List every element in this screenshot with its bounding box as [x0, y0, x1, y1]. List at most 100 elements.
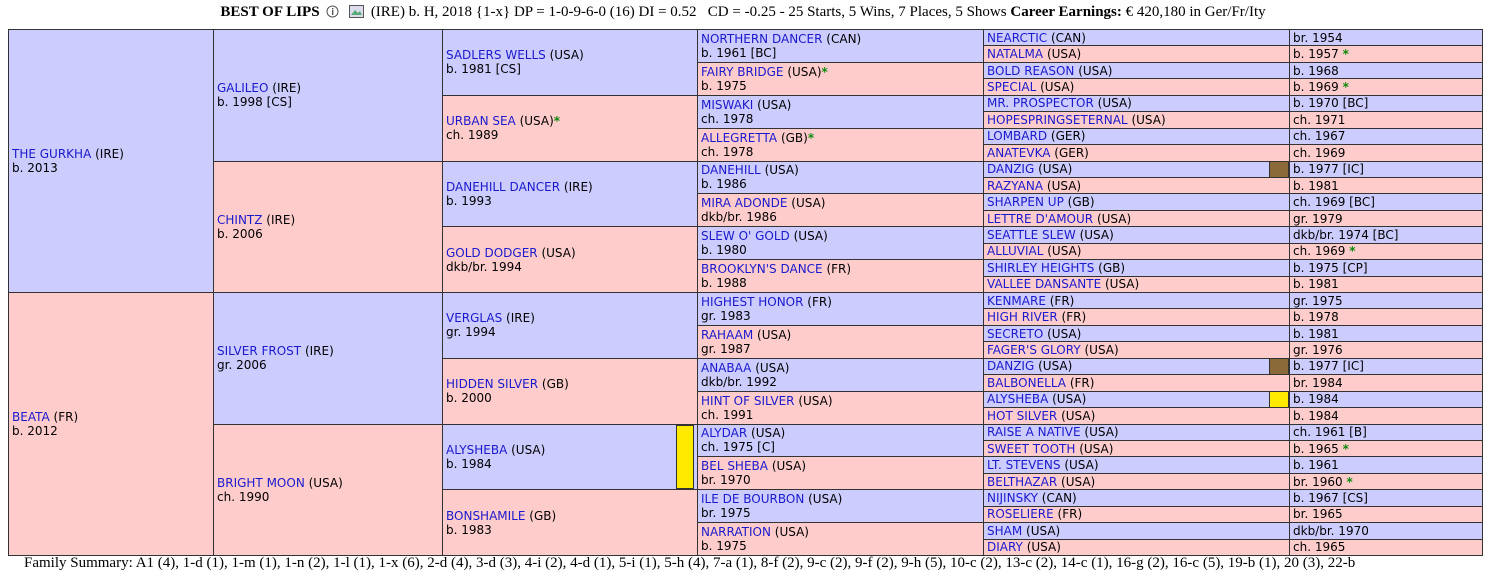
horse-name[interactable]: CHINTZ [217, 212, 263, 227]
horse-name[interactable]: SHARPEN UP [987, 195, 1064, 210]
horse-cell: RAHAAM (USA) gr. 1987 [697, 324, 984, 359]
horse-name[interactable]: BEATA [12, 410, 50, 424]
name-line: SWEET TOOTH (USA) [987, 442, 1289, 456]
horse-name[interactable]: LOMBARD [987, 129, 1048, 144]
horse-name[interactable]: LT. STEVENS [987, 458, 1061, 473]
born: b. 1969 [1293, 80, 1339, 95]
horse-name[interactable]: DANEHILL [701, 163, 761, 178]
name-line: ALLEGRETTA (GB)* [701, 131, 983, 145]
born-cell: b. 1961 [1289, 456, 1483, 474]
horse-name[interactable]: SECRETO [987, 326, 1044, 341]
horse-name[interactable]: VALLEE DANSANTE [987, 277, 1102, 292]
horse-name[interactable]: URBAN SEA [446, 114, 516, 129]
horse-name[interactable]: GALILEO [217, 81, 269, 96]
country: (USA) [1104, 277, 1140, 292]
born-cell: ch. 1965 [1289, 538, 1483, 556]
horse-name[interactable]: ALYSHEBA [987, 392, 1049, 407]
horse-name[interactable]: DIARY [987, 540, 1023, 555]
horse-name[interactable]: NIJINSKY [987, 490, 1038, 505]
horse-name[interactable]: BROOKLYN'S DANCE [701, 262, 823, 277]
country: (GB) [780, 130, 808, 145]
horse-name[interactable]: BELTHAZAR [987, 474, 1058, 489]
country: (IRE) [266, 212, 296, 227]
horse-name[interactable]: HIGH RIVER [987, 310, 1058, 325]
horse-name[interactable]: GOLD DODGER [446, 245, 538, 260]
born-line: ch. 1971 [1293, 113, 1482, 127]
country: (GB) [1098, 260, 1126, 275]
horse-name[interactable]: SHIRLEY HEIGHTS [987, 260, 1095, 275]
horse-name[interactable]: THE GURKHA [12, 147, 92, 161]
horse-name[interactable]: SILVER FROST [217, 344, 302, 359]
horse-name[interactable]: HOPESPRINGSETERNAL [987, 112, 1128, 127]
born-line: b. 1975 [701, 539, 983, 553]
horse-name[interactable]: DANZIG [987, 359, 1035, 374]
horse-name[interactable]: HOT SILVER [987, 408, 1058, 423]
info-icon[interactable] [326, 5, 339, 18]
born: b. 1967 [CS] [1293, 490, 1368, 505]
horse-name[interactable]: BONSHAMILE [446, 508, 526, 523]
horse-cell: ALYSHEBA (USA) b. 1984 [442, 423, 698, 491]
horse-name[interactable]: SADLERS WELLS [446, 48, 546, 63]
horse-name[interactable]: ANATEVKA [987, 145, 1051, 160]
horse-cell: DANZIG (USA) [983, 357, 1290, 376]
country: (USA) [1026, 540, 1061, 555]
horse-name[interactable]: BALBONELLA [987, 375, 1067, 390]
horse-name[interactable]: RAZYANA [987, 178, 1044, 193]
horse-name[interactable]: BEL SHEBA [701, 459, 768, 474]
born-line: ch. 1965 [1293, 540, 1482, 554]
born: br. 1984 [1293, 375, 1343, 390]
horse-name[interactable]: SLEW O' GOLD [701, 229, 790, 244]
born: ch. 1975 [C] [701, 440, 775, 455]
country: (USA) [787, 64, 822, 79]
country: (USA) [1038, 359, 1073, 374]
born-cell: b. 1965 * [1289, 439, 1483, 458]
country: (USA) [771, 459, 807, 474]
horse-name[interactable]: HIDDEN SILVER [446, 377, 539, 392]
horse-name[interactable]: MIRA ADONDE [701, 196, 788, 211]
born-cell: ch. 1971 [1289, 111, 1483, 129]
horse-name[interactable]: DANZIG [987, 162, 1035, 177]
horse-name[interactable]: BRIGHT MOON [217, 475, 305, 490]
horse-name[interactable]: SHAM [987, 523, 1023, 538]
country: (CAN) [1041, 490, 1077, 505]
horse-cell: ANATEVKA (GER) [983, 144, 1290, 162]
born: dkb/br. 1992 [701, 374, 777, 389]
name-line: THE GURKHA (IRE) [12, 147, 213, 161]
horse-name[interactable]: BOLD REASON [987, 63, 1075, 78]
horse-name[interactable]: MR. PROSPECTOR [987, 96, 1094, 111]
horse-name[interactable]: SWEET TOOTH [987, 441, 1076, 456]
horse-name[interactable]: KENMARE [987, 293, 1046, 308]
horse-name[interactable]: HINT OF SILVER [701, 393, 795, 408]
horse-name[interactable]: LETTRE D'AMOUR [987, 211, 1094, 226]
born: dkb/br. 1974 [BC] [1293, 227, 1399, 242]
horse-name[interactable]: ALYSHEBA [446, 442, 508, 457]
horse-name[interactable]: DANEHILL DANCER [446, 179, 561, 194]
horse-name[interactable]: NATALMA [987, 47, 1044, 62]
horse-name[interactable]: FAGER'S GLORY [987, 343, 1081, 358]
horse-name[interactable]: ROSELIERE [987, 507, 1054, 522]
image-icon[interactable] [349, 5, 365, 18]
star: * [1342, 80, 1349, 95]
horse-name[interactable]: HIGHEST HONOR [701, 294, 804, 309]
country: (GB) [1067, 195, 1095, 210]
horse-name[interactable]: SEATTLE SLEW [987, 227, 1076, 242]
name-line: DANZIG (USA) [987, 162, 1289, 176]
horse-name[interactable]: ALLEGRETTA [701, 130, 778, 145]
horse-name[interactable]: FAIRY BRIDGE [701, 64, 784, 79]
horse-cell: DIARY (USA) [983, 538, 1290, 556]
horse-name[interactable]: ALLUVIAL [987, 244, 1044, 259]
born: b. 1981 [CS] [446, 62, 521, 77]
horse-name[interactable]: SPECIAL [987, 80, 1037, 95]
horse-name[interactable]: NARRATION [701, 525, 771, 540]
horse-name[interactable]: VERGLAS [446, 311, 503, 326]
horse-name[interactable]: MISWAKI [701, 97, 754, 112]
name-line: SPECIAL (USA) [987, 80, 1289, 94]
born-line: br. 1984 [1293, 376, 1482, 390]
horse-name[interactable]: RAISE A NATIVE [987, 425, 1081, 440]
horse-name[interactable]: NORTHERN DANCER [701, 31, 823, 46]
horse-name[interactable]: ALYDAR [701, 426, 748, 441]
horse-name[interactable]: NEARCTIC [987, 30, 1048, 45]
horse-name[interactable]: RAHAAM [701, 327, 754, 342]
horse-name[interactable]: ANABAA [701, 360, 752, 375]
horse-name[interactable]: ILE DE BOURBON [701, 492, 805, 507]
